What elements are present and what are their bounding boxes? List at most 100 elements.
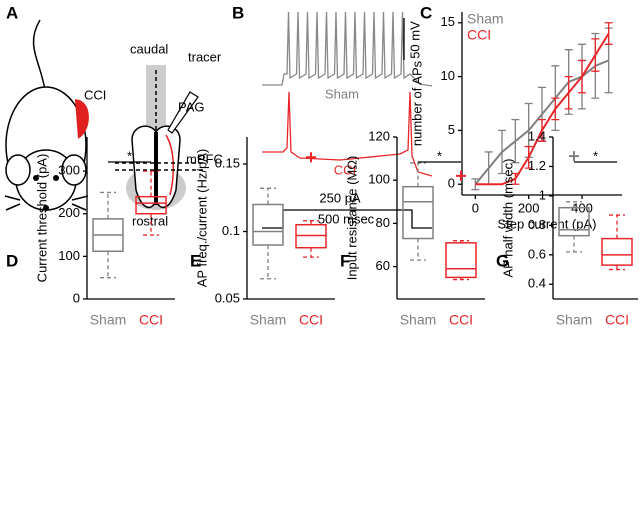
x-tick-label: CCI <box>139 312 163 328</box>
error-bar <box>524 145 533 169</box>
panel-label: A <box>6 3 18 22</box>
y-tick-label: 0.1 <box>222 223 240 238</box>
y-tick-label: 0 <box>73 290 80 305</box>
current-step <box>262 209 432 229</box>
y-tick-label: 0.15 <box>215 155 240 170</box>
panel-label: D <box>6 251 18 270</box>
y-tick-label: 5 <box>448 122 455 137</box>
y-tick-label: 10 <box>441 68 455 83</box>
y-tick-label: 1 <box>539 187 546 202</box>
y-tick-label: 60 <box>376 258 390 273</box>
legend-entry: Sham <box>467 11 504 27</box>
whisker <box>100 191 116 219</box>
significance-label: * <box>593 148 598 163</box>
whisker <box>260 187 276 205</box>
outlier <box>306 152 316 163</box>
panel-label: B <box>232 3 244 22</box>
error-bar <box>511 172 520 185</box>
y-tick-label: 0.6 <box>528 246 546 261</box>
outlier <box>456 170 466 181</box>
error-bar <box>498 129 506 175</box>
whisker <box>143 170 159 197</box>
duration-label: 500 msec <box>318 211 375 226</box>
y-tick-label: 1.4 <box>528 128 546 143</box>
box <box>445 242 477 279</box>
error-bar <box>578 59 586 94</box>
x-tick-label: Sham <box>400 312 437 328</box>
y-tick-label: 200 <box>58 205 80 220</box>
annotation: mPFC <box>186 151 223 166</box>
y-tick-label: 0.4 <box>528 276 546 291</box>
error-bar <box>564 75 573 110</box>
significance-label: * <box>127 148 132 163</box>
panel-label: C <box>420 3 432 22</box>
x-tick-label: Sham <box>556 312 593 328</box>
current-label: 250 pA <box>319 190 361 205</box>
y-tick-label: 300 <box>58 163 80 178</box>
x-tick-label: CCI <box>605 312 629 328</box>
nose <box>43 205 49 211</box>
y-tick-label: 100 <box>58 248 80 263</box>
whisker <box>609 214 625 239</box>
whisker <box>260 245 276 280</box>
box <box>402 185 434 240</box>
y-tick-label: 0.8 <box>528 217 546 232</box>
box <box>558 206 590 237</box>
annotation: rostral <box>132 213 168 228</box>
error-bar <box>591 38 600 72</box>
panel-label: G <box>496 251 509 270</box>
y-axis-label: Input resistance (MΩ) <box>344 156 359 281</box>
y-tick-label: 15 <box>441 14 455 29</box>
y-axis-label: number of APs <box>409 60 424 146</box>
annotation: PAG <box>178 99 205 114</box>
legend-entry: CCI <box>467 27 491 43</box>
x-tick-label: Sham <box>250 312 287 328</box>
error-bar <box>551 97 560 121</box>
y-tick-label: 0 <box>448 176 455 191</box>
scale-label: 50 mV <box>407 21 422 59</box>
x-axis-label: Step current (pA) <box>498 216 597 231</box>
panel-label: E <box>190 251 201 270</box>
y-axis-label: AP freq./current (Hz/pA) <box>194 149 209 287</box>
whisker <box>566 201 582 208</box>
trace-label: Sham <box>325 86 359 101</box>
box <box>601 237 633 266</box>
panel-label: F <box>340 251 350 270</box>
sham-trace <box>262 11 433 87</box>
annotation: caudal <box>130 41 168 56</box>
error-bar <box>511 118 520 164</box>
y-tick-label: 1.2 <box>528 158 546 173</box>
y-tick-label: 80 <box>376 215 390 230</box>
y-axis-label: AP half width (msec) <box>500 159 515 278</box>
y-axis-label: Current threshold (pA) <box>34 154 49 283</box>
cci-trace <box>262 91 433 177</box>
whisker <box>100 251 116 279</box>
y-tick-label: 0.05 <box>215 290 240 305</box>
significance-label: * <box>437 148 442 163</box>
whisker <box>143 213 159 236</box>
x-tick-label: Sham <box>90 312 127 328</box>
outlier <box>569 151 579 162</box>
x-tick-label: 200 <box>518 200 540 215</box>
eye <box>33 175 39 181</box>
x-tick-label: CCI <box>449 312 473 328</box>
error-bar <box>484 151 493 185</box>
eye <box>53 175 59 181</box>
trace-label: CCI <box>334 162 356 177</box>
y-tick-label: 100 <box>368 172 390 187</box>
whisker <box>303 247 319 258</box>
x-tick-label: 0 <box>472 200 479 215</box>
brain-drawing <box>115 65 205 210</box>
mouse-drawing <box>4 19 89 211</box>
error-bar <box>538 118 546 142</box>
box <box>252 203 284 246</box>
y-tick-label: 120 <box>368 128 390 143</box>
error-bar <box>604 22 613 45</box>
annotation: CCI <box>84 87 106 102</box>
error-bar <box>471 178 480 191</box>
box <box>135 195 167 215</box>
whisker <box>410 162 426 187</box>
annotation: tracer <box>188 49 222 64</box>
whisker <box>566 235 582 253</box>
